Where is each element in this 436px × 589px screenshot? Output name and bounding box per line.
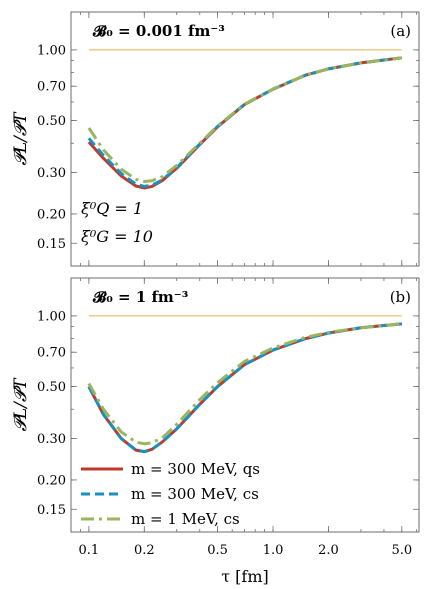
plot-frame: [70, 277, 420, 533]
y-tick-label: 0.15: [37, 503, 66, 518]
x-tick-label: 1.0: [263, 543, 284, 558]
panel-b: 0.15 0.20 0.30 0.50 0.70 1.00 0.1 0.2 0.5 1.0 2.0 5…: [11, 277, 420, 586]
series-line-3: [87, 322, 402, 446]
legend-label-2: m = 300 MeV, cs: [131, 485, 259, 503]
x-tick-label: 5.0: [391, 543, 412, 558]
y-tick-label: 0.50: [37, 380, 66, 395]
y-tick-label: 0.20: [37, 207, 66, 222]
y-tick-label: 0.50: [37, 114, 66, 129]
x-tick-label: 0.1: [79, 543, 100, 558]
y-tick-label: 0.30: [37, 432, 66, 447]
panel-tag: (b): [390, 288, 411, 306]
y-tick-label: 0.70: [37, 346, 66, 361]
legend-label-3: m = 1 MeV, cs: [131, 510, 240, 528]
annotation: ξ⁰G = 10: [81, 227, 153, 246]
y-tick-label: 0.70: [37, 80, 66, 95]
y-tick-label: 0.20: [37, 473, 66, 488]
panel-title: 𝓑₀ = 1 fm⁻³: [92, 288, 188, 306]
y-tick-label: 0.15: [37, 237, 66, 252]
y-tick-label: 1.00: [37, 43, 66, 58]
y-tick-label: 0.30: [37, 166, 66, 181]
series-line-3: [87, 56, 402, 183]
series-line-1: [87, 322, 402, 454]
panel-tag: (a): [390, 22, 411, 40]
series-line-2: [87, 56, 402, 188]
y-axis-label: 𝓟L/𝓟T: [11, 111, 31, 166]
series-line-1: [87, 56, 402, 190]
y-tick-label: 1.00: [37, 309, 66, 324]
panel-a: 0.15 0.20 0.30 0.50 0.70 1.00 𝓑₀ = 0.001 fm⁻³ (…: [11, 11, 420, 267]
plot-frame: [70, 11, 420, 267]
x-axis-label: τ [fm]: [221, 567, 269, 586]
legend-label-1: m = 300 MeV, qs: [131, 460, 260, 478]
y-axis-label: 𝓟L/𝓟T: [11, 377, 31, 432]
x-tick-label: 2.0: [318, 543, 339, 558]
panel-title: 𝓑₀ = 0.001 fm⁻³: [92, 22, 225, 40]
series-line-2: [87, 322, 402, 454]
x-tick-label: 0.2: [134, 543, 155, 558]
annotation: ξ⁰Q = 1: [81, 199, 143, 218]
x-tick-label: 0.5: [207, 543, 228, 558]
